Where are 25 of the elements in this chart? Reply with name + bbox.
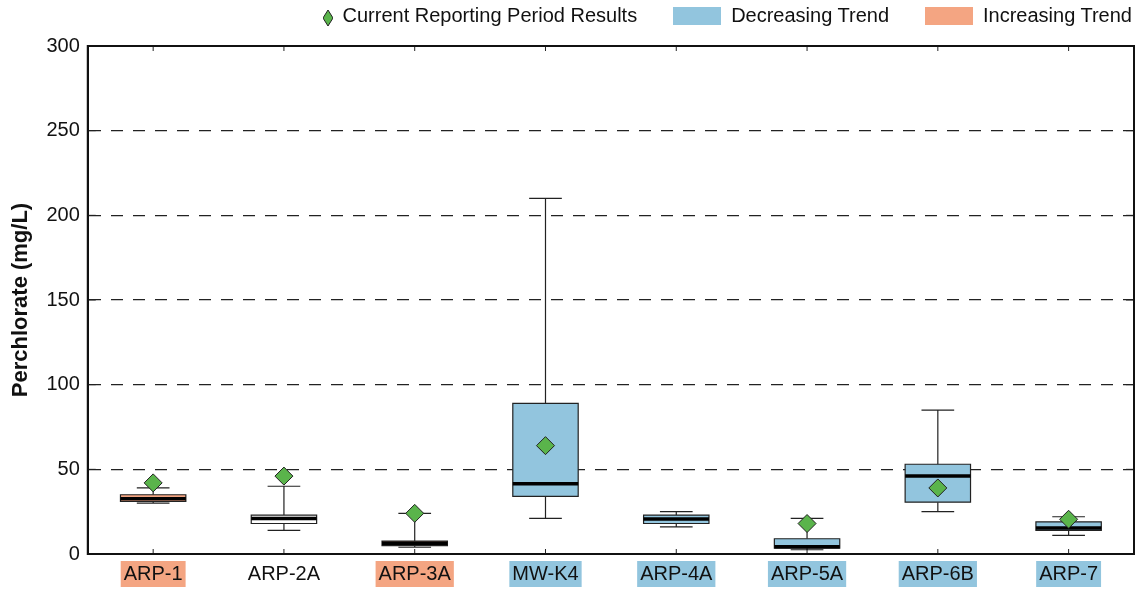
point [1059, 509, 1079, 529]
y-tick-label: 100 [46, 372, 80, 395]
y-tick-label: 0 [68, 541, 80, 564]
point [797, 514, 817, 534]
x-tick-label: ARP-3A [378, 561, 452, 584]
x-tick-label: ARP-7 [1039, 561, 1099, 584]
y-axis-title: Perchlorate (mg/L) [7, 202, 33, 398]
x-tick-label: ARP-1 [123, 561, 183, 584]
point [274, 466, 294, 486]
y-tick-label: 200 [46, 202, 80, 225]
legend-label: Decreasing Trend [731, 4, 890, 27]
y-tick-label: 300 [46, 33, 80, 56]
point [143, 473, 163, 493]
y-tick-label: 250 [46, 118, 80, 141]
legend-label: Current Reporting Period Results [342, 4, 638, 27]
point [405, 503, 425, 523]
point [536, 436, 555, 456]
y-tick-label: 150 [46, 287, 80, 310]
legend-label: Increasing Trend [983, 4, 1132, 27]
x-tick-label: MW-K4 [512, 561, 579, 584]
x-tick-label: ARP-2A [247, 561, 321, 584]
x-tick-label: ARP-5A [770, 561, 844, 584]
x-tick-label: ARP-4A [640, 561, 714, 584]
x-tick-label: ARP-6B [901, 561, 974, 584]
y-tick-label: 50 [57, 456, 80, 479]
